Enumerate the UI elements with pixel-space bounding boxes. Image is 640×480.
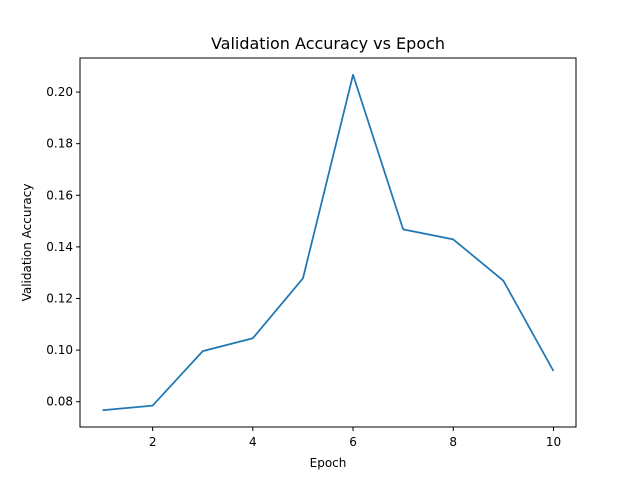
x-tick-label: 6 [349,435,357,449]
series-line [102,73,555,412]
x-axis-label: Epoch [310,456,347,470]
y-tick-label: 0.16 [46,188,73,202]
plot-frame [79,57,577,428]
y-tick-label: 0.10 [46,343,73,357]
series-layer [102,73,555,412]
x-tick-label: 8 [449,435,457,449]
y-tick-label: 0.20 [46,85,73,99]
y-tick-label: 0.14 [46,240,73,254]
y-axis-ticks: 0.08 0.10 0.12 0.14 0.16 0.18 0.20 [46,85,80,409]
x-axis-ticks: 2 4 6 8 10 [149,427,561,449]
y-tick-label: 0.12 [46,291,73,305]
x-tick-label: 10 [546,435,561,449]
y-tick-label: 0.08 [46,395,73,409]
x-tick-label: 2 [149,435,157,449]
x-tick-label: 4 [249,435,257,449]
plot-area [80,58,576,427]
chart-title: Validation Accuracy vs Epoch [211,34,445,53]
y-tick-label: 0.18 [46,137,73,151]
y-axis-label: Validation Accuracy [20,184,34,302]
